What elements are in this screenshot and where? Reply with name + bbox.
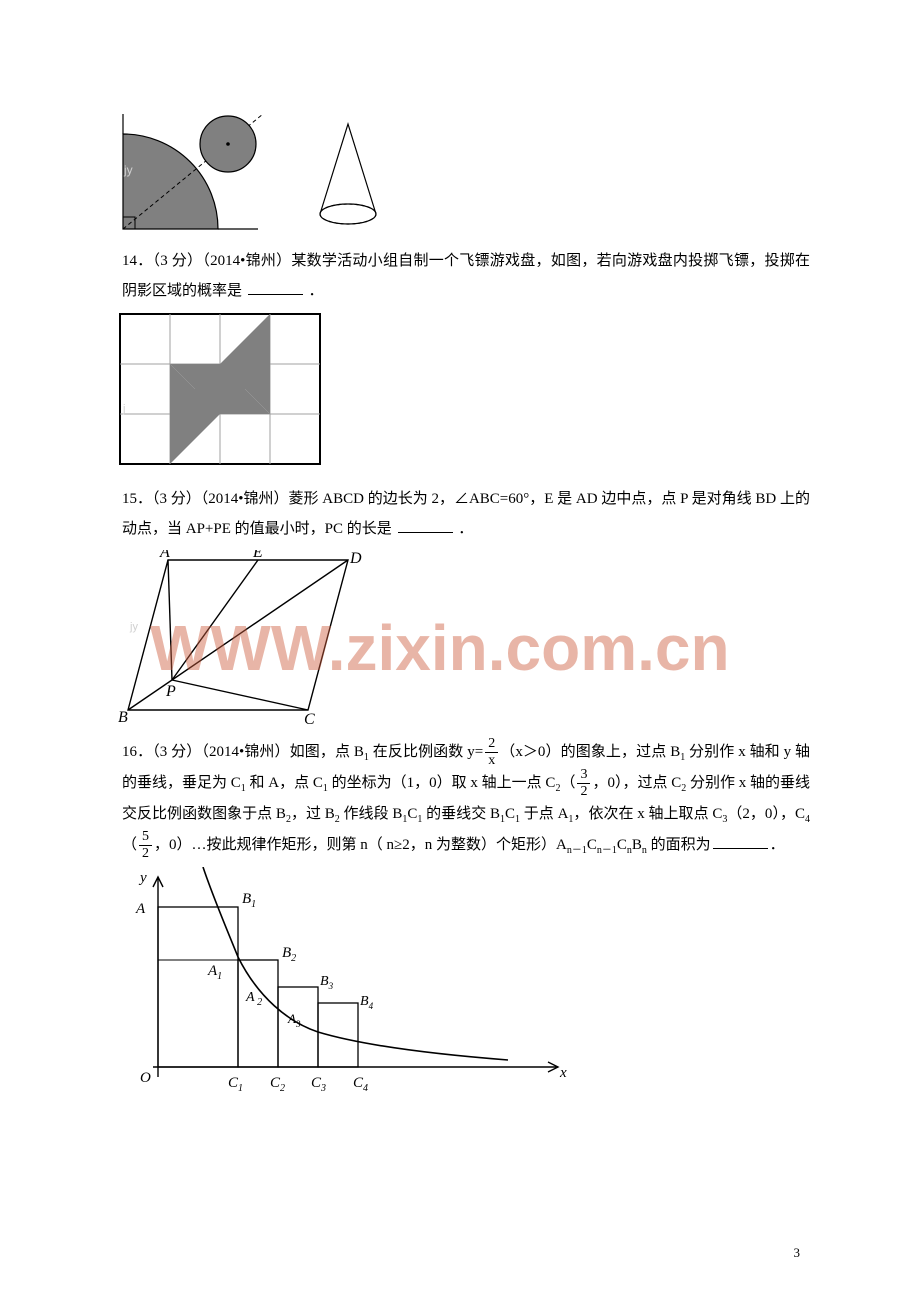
svg-text:j: j	[122, 403, 125, 415]
svg-text:A: A	[159, 550, 170, 561]
page-number: 3	[794, 1243, 801, 1263]
svg-text:C3: C3	[311, 1075, 326, 1094]
blank-14	[248, 281, 303, 296]
svg-text:C: C	[304, 711, 315, 725]
svg-text:C1: C1	[228, 1075, 243, 1094]
svg-text:x: x	[559, 1065, 567, 1081]
svg-text:C4: C4	[353, 1075, 368, 1094]
svg-text:P: P	[165, 683, 176, 700]
blank-15	[398, 519, 453, 534]
svg-text:C2: C2	[270, 1075, 285, 1094]
svg-text:E: E	[252, 550, 263, 561]
svg-text:B: B	[118, 709, 128, 725]
figure-15: A E D B C P jy	[118, 550, 810, 725]
svg-text:D: D	[349, 550, 362, 567]
svg-text:A: A	[135, 901, 146, 917]
problem-14-suffix: ．	[309, 283, 324, 299]
figure-14: j	[118, 312, 810, 472]
svg-text:A 2: A 2	[245, 990, 262, 1008]
figure-13-svg: jy	[118, 104, 378, 234]
svg-text:A3: A3	[287, 1011, 301, 1029]
svg-text:B2: B2	[282, 945, 296, 964]
problem-14-label: 14．（3 分）（2014•锦州）某数学活动小组自制一个飞镖游戏盘，如图，若向游…	[122, 253, 810, 299]
figure-15-svg: A E D B C P jy	[118, 550, 378, 725]
figure-13: jy	[118, 104, 810, 234]
svg-text:jy: jy	[129, 621, 138, 633]
figure-14-svg: j	[118, 312, 323, 472]
problem-16-text: 16．（3 分）（2014•锦州）如图，点 B1 在反比例函数 y=2x（x＞0…	[122, 737, 810, 861]
svg-text:B4: B4	[360, 994, 374, 1011]
figure-16-svg: y x O A B1 A1 B2 A 2 B3 A3 B4 C1 C2 C3 C…	[118, 867, 578, 1097]
svg-text:O: O	[140, 1070, 151, 1086]
svg-text:B3: B3	[320, 974, 334, 991]
blank-16	[713, 835, 768, 850]
svg-text:y: y	[138, 870, 147, 886]
svg-text:B1: B1	[242, 891, 256, 910]
problem-14-text: 14．（3 分）（2014•锦州）某数学活动小组自制一个飞镖游戏盘，如图，若向游…	[122, 246, 810, 306]
figure-16: y x O A B1 A1 B2 A 2 B3 A3 B4 C1 C2 C3 C…	[118, 867, 810, 1097]
svg-text:jy: jy	[123, 163, 133, 177]
problem-15-suffix: ．	[458, 521, 473, 537]
problem-15-text: 15．（3 分）（2014•锦州）菱形 ABCD 的边长为 2，∠ABC=60°…	[122, 484, 810, 544]
svg-text:A1: A1	[207, 963, 222, 982]
